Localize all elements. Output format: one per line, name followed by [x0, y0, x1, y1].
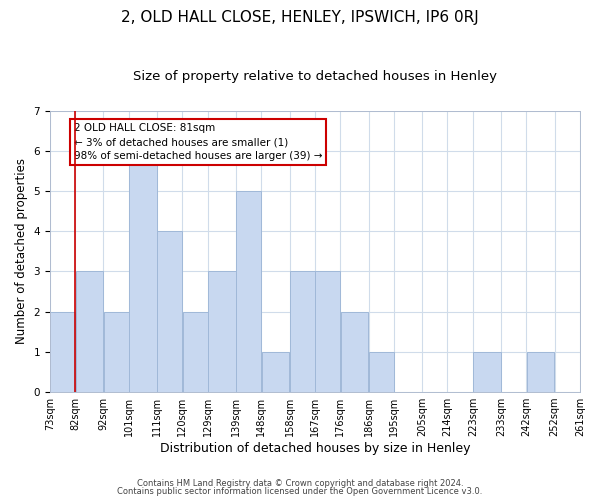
Text: Contains HM Land Registry data © Crown copyright and database right 2024.: Contains HM Land Registry data © Crown c… [137, 478, 463, 488]
Bar [262, 352, 289, 392]
Bar [290, 272, 314, 392]
Bar [208, 272, 236, 392]
Y-axis label: Number of detached properties: Number of detached properties [15, 158, 28, 344]
Bar [473, 352, 501, 392]
Bar [369, 352, 394, 392]
Bar [76, 272, 103, 392]
Bar [129, 151, 157, 392]
Bar [157, 231, 182, 392]
Title: Size of property relative to detached houses in Henley: Size of property relative to detached ho… [133, 70, 497, 83]
Bar [527, 352, 554, 392]
Bar [104, 312, 128, 392]
Bar [50, 312, 75, 392]
Bar [236, 191, 261, 392]
Bar [341, 312, 368, 392]
Text: Contains public sector information licensed under the Open Government Licence v3: Contains public sector information licen… [118, 487, 482, 496]
Text: 2, OLD HALL CLOSE, HENLEY, IPSWICH, IP6 0RJ: 2, OLD HALL CLOSE, HENLEY, IPSWICH, IP6 … [121, 10, 479, 25]
Bar [182, 312, 208, 392]
Text: 2 OLD HALL CLOSE: 81sqm
← 3% of detached houses are smaller (1)
98% of semi-deta: 2 OLD HALL CLOSE: 81sqm ← 3% of detached… [74, 123, 322, 161]
Bar [315, 272, 340, 392]
X-axis label: Distribution of detached houses by size in Henley: Distribution of detached houses by size … [160, 442, 470, 455]
